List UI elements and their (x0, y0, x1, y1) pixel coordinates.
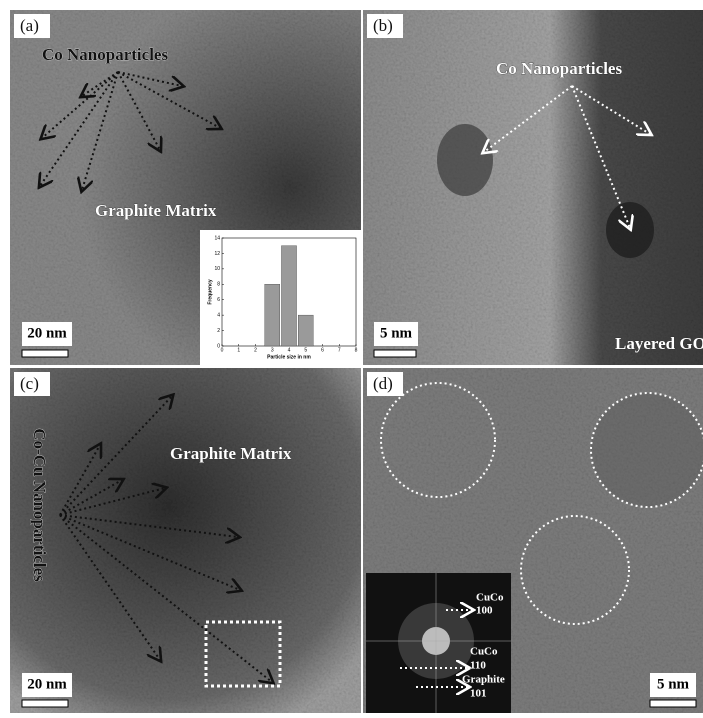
x-tick-label: 1 (237, 347, 240, 353)
y-tick-label: 10 (214, 266, 220, 272)
annotation: Co Nanoparticles (496, 59, 622, 78)
fft-label: CuCo (470, 646, 498, 658)
panel-label: (a) (20, 16, 39, 35)
scale-label: 5 nm (657, 676, 690, 692)
x-tick-label: 5 (304, 347, 307, 353)
x-tick-label: 3 (271, 347, 274, 353)
y-axis-label: Frequency (207, 279, 213, 305)
x-axis-label: Particle size in nm (267, 354, 311, 360)
annotation: Co Nanoparticles (42, 45, 168, 64)
scale-label: 20 nm (27, 676, 67, 692)
scale-label: 20 nm (27, 325, 67, 341)
annotation: Graphite Matrix (95, 201, 217, 220)
bar (265, 284, 280, 346)
x-tick-label: 6 (321, 347, 324, 353)
bar (298, 315, 313, 346)
x-tick-label: 2 (254, 347, 257, 353)
scale-bar (22, 700, 68, 707)
y-tick-label: 6 (217, 297, 220, 303)
x-tick-label: 4 (288, 347, 291, 353)
scale-label: 5 nm (380, 325, 413, 341)
panel-label: (b) (373, 16, 393, 35)
particle (437, 124, 493, 196)
particle (606, 202, 654, 258)
annotation: Layered GO (615, 334, 703, 353)
annotation: Graphite Matrix (170, 444, 292, 463)
y-tick-label: 2 (217, 328, 220, 334)
y-tick-label: 8 (217, 282, 220, 288)
fft-label: Graphite (462, 674, 505, 686)
x-tick-label: 8 (355, 347, 358, 353)
scale-bar (22, 350, 68, 357)
panel-b: (b) Co Nanoparticles Layered GO 5 nm (363, 10, 703, 365)
fft-label: 110 (470, 660, 486, 672)
y-tick-label: 12 (214, 251, 220, 257)
panel-label: (c) (20, 374, 39, 393)
x-tick-label: 0 (221, 347, 224, 353)
particle-outline (591, 393, 703, 507)
fft-label: 101 (470, 688, 487, 700)
inset-bg (200, 230, 362, 365)
bar (281, 246, 296, 346)
x-tick-label: 7 (338, 347, 341, 353)
micrograph (10, 368, 361, 713)
y-tick-label: 4 (217, 312, 220, 318)
panel-d: (d) CuCo 100 CuCo 110 Graphite 101 5 nm (363, 368, 703, 713)
annotation: Co-Cu Nanoparticles (30, 428, 49, 582)
y-tick-label: 14 (214, 235, 220, 241)
panel-c: (c) Co-Cu Nanoparticles Graphite Matrix … (10, 368, 361, 713)
panel-a: (a) Co Nanoparticles Graphite Matrix 20 … (10, 10, 362, 365)
panel-label: (d) (373, 374, 393, 393)
fft-label: CuCo (476, 592, 504, 604)
scale-bar (650, 700, 696, 707)
figure: (a) Co Nanoparticles Graphite Matrix 20 … (0, 0, 703, 713)
fft-label: 100 (476, 605, 493, 617)
fft-inset: CuCo 100 CuCo 110 Graphite 101 (366, 573, 511, 713)
scale-bar (374, 350, 416, 357)
